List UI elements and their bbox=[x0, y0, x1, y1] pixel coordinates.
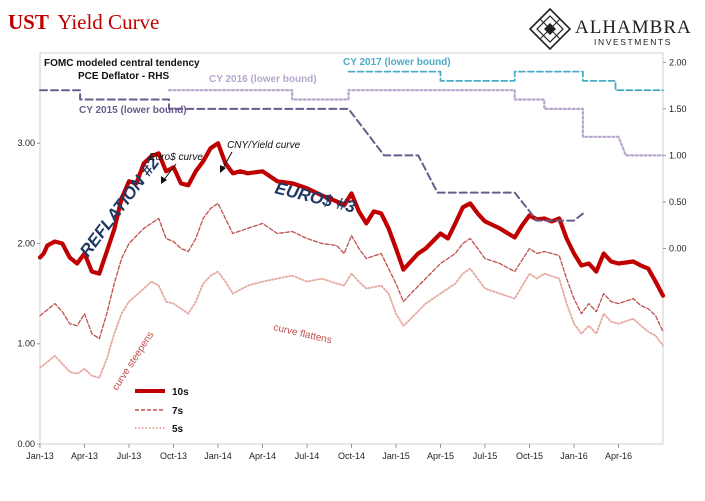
curve-flattens-annotation: curve flattens bbox=[272, 322, 332, 346]
title-rest: Yield Curve bbox=[57, 10, 159, 34]
x-tick-label: Oct-15 bbox=[516, 451, 543, 461]
x-tick-label: Apr-14 bbox=[249, 451, 276, 461]
x-tick-label: Jan-15 bbox=[382, 451, 410, 461]
euros-curve-arrowhead bbox=[161, 176, 167, 184]
series-10s bbox=[37, 141, 666, 298]
logo-sub: INVESTMENTS bbox=[594, 37, 672, 47]
title-bold: UST bbox=[8, 10, 49, 34]
series-5s bbox=[39, 267, 664, 379]
x-tick-label: Jan-16 bbox=[560, 451, 588, 461]
cy2017-label: CY 2017 (lower bound) bbox=[343, 57, 451, 68]
series-cy-2017-lower-bound bbox=[347, 70, 664, 92]
chart-title: UST Yield Curve bbox=[8, 10, 159, 34]
x-tick-label: Jan-14 bbox=[204, 451, 232, 461]
cny-curve-arrowhead bbox=[220, 165, 226, 173]
y-left-tick-label: 2.00 bbox=[17, 238, 35, 248]
x-tick-label: Oct-14 bbox=[338, 451, 365, 461]
axes: Jan-13 Apr-13 Jul-13 Oct-13 Jan-14 Apr-14 Jul-… bbox=[17, 57, 686, 461]
diamond-lattice-icon bbox=[528, 7, 572, 51]
x-tick-label: Jul-13 bbox=[117, 451, 142, 461]
legend-7s-label: 7s bbox=[172, 406, 184, 417]
x-tick-label: Apr-15 bbox=[427, 451, 454, 461]
y-right-tick-label: 1.00 bbox=[669, 150, 687, 160]
cy2016-label: CY 2016 (lower bound) bbox=[209, 74, 317, 85]
legend-10s-label: 10s bbox=[172, 387, 189, 398]
y-left-tick-label: 1.00 bbox=[17, 339, 35, 349]
series-7s bbox=[39, 202, 664, 340]
legend-5s-label: 5s bbox=[172, 424, 184, 435]
euros-curve-annotation: Euro$ curve bbox=[149, 152, 203, 163]
legend: 10s 7s 5s bbox=[135, 387, 189, 435]
cy2015-label: CY 2015 (lower bound) bbox=[79, 105, 187, 116]
euros-curve-arrow bbox=[162, 163, 177, 182]
curve-steepens-annotation: curve steepens bbox=[110, 330, 156, 393]
alhambra-logo: ALHAMBRA INVESTMENTS bbox=[528, 7, 692, 51]
x-tick-label: Jul-14 bbox=[295, 451, 320, 461]
y-right-tick-label: 2.00 bbox=[669, 57, 687, 67]
x-tick-label: Apr-16 bbox=[605, 451, 632, 461]
fomc-note-line2: PCE Deflator - RHS bbox=[78, 71, 169, 82]
y-left-tick-label: 0.00 bbox=[17, 439, 35, 449]
y-right-tick-label: 0.50 bbox=[669, 197, 687, 207]
euros3-annotation: EURO$ #3 bbox=[273, 178, 358, 216]
x-tick-label: Jan-13 bbox=[26, 451, 54, 461]
fomc-note-line1: FOMC modeled central tendency bbox=[44, 58, 200, 69]
cny-curve-annotation: CNY/Yield curve bbox=[227, 140, 301, 151]
y-left-tick-label: 3.00 bbox=[17, 138, 35, 148]
series-cy-2016-lower-bound bbox=[167, 89, 665, 157]
x-tick-label: Oct-13 bbox=[160, 451, 187, 461]
x-tick-label: Apr-13 bbox=[71, 451, 98, 461]
series-cy-2015-lower-bound bbox=[39, 89, 587, 222]
logo-name: ALHAMBRA bbox=[575, 17, 692, 38]
reflation-annotation: REFLATION #2 bbox=[76, 153, 164, 260]
y-right-tick-label: 0.00 bbox=[669, 244, 687, 254]
series-layer bbox=[37, 70, 666, 379]
x-tick-label: Jul-15 bbox=[473, 451, 498, 461]
y-right-tick-label: 1.50 bbox=[669, 104, 687, 114]
